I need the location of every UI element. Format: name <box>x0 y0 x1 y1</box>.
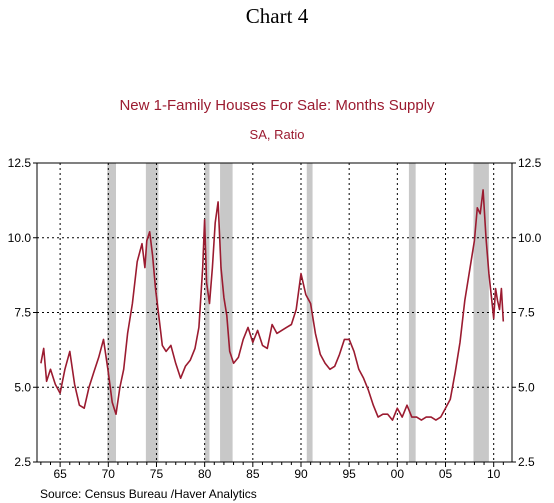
x-tick-label: 10 <box>487 467 501 481</box>
recession-bar <box>306 163 313 462</box>
x-tick-label: 05 <box>439 467 453 481</box>
recession-bar <box>107 163 117 462</box>
x-tick-label: 65 <box>53 467 67 481</box>
y-tick-label-left: 5.0 <box>14 380 31 394</box>
x-tick-label: 85 <box>246 467 260 481</box>
x-tick-label: 75 <box>150 467 164 481</box>
chart-title: Chart 4 <box>245 4 309 28</box>
y-tick-label-right: 7.5 <box>518 306 535 320</box>
y-tick-label-left: 7.5 <box>14 306 31 320</box>
y-tick-label-right: 2.5 <box>518 455 535 469</box>
y-tick-label-right: 10.0 <box>518 231 542 245</box>
x-tick-label: 95 <box>342 467 356 481</box>
y-tick-label-left: 10.0 <box>8 231 32 245</box>
source-note: Source: Census Bureau /Haver Analytics <box>40 487 257 501</box>
y-tick-label-left: 12.5 <box>8 156 32 170</box>
y-tick-label-left: 2.5 <box>14 455 31 469</box>
x-tick-label: 00 <box>391 467 405 481</box>
x-tick-label: 80 <box>198 467 212 481</box>
x-tick-label: 90 <box>294 467 308 481</box>
chart-subtitle: New 1-Family Houses For Sale: Months Sup… <box>119 97 435 114</box>
chart-unit: SA, Ratio <box>249 127 305 142</box>
y-tick-label-right: 12.5 <box>518 156 542 170</box>
series-line <box>40 189 505 421</box>
x-tick-label: 70 <box>102 467 116 481</box>
y-tick-label-right: 5.0 <box>518 380 535 394</box>
